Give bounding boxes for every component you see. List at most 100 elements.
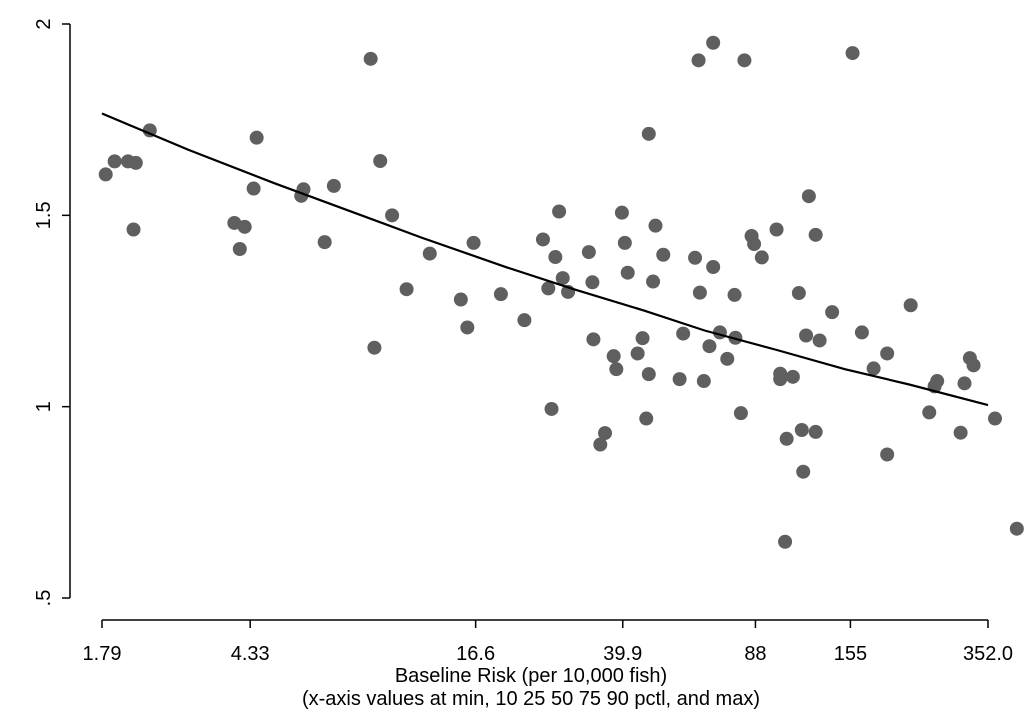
data-point (769, 222, 784, 237)
data-point (1009, 521, 1024, 536)
data-point (988, 411, 1003, 426)
data-point (754, 250, 769, 265)
axes: .5 1 1.5 2 1.79 4.33 16.6 39.9 88 155 352.0 (33, 18, 1013, 665)
data-point (773, 366, 788, 381)
data-point (720, 351, 735, 366)
data-point (845, 46, 860, 61)
data-point (692, 285, 707, 300)
data-point (609, 362, 624, 377)
x-tick-label: 155 (834, 643, 867, 665)
data-point (385, 208, 400, 223)
data-point (791, 286, 806, 301)
data-point (646, 274, 661, 289)
data-point (593, 437, 608, 452)
x-tick-label: 4.33 (231, 643, 270, 665)
fit-line (101, 112, 989, 407)
data-point (733, 406, 748, 421)
data-point (585, 275, 600, 290)
data-point (367, 340, 382, 355)
y-tick-label: 1.5 (33, 201, 55, 229)
data-point (466, 235, 481, 250)
x-axis-label-note: (x-axis values at min, 10 25 50 75 90 pc… (302, 688, 760, 710)
data-point (107, 154, 122, 169)
data-points (98, 35, 1024, 549)
data-point (555, 271, 570, 286)
x-axis-ticks: 1.79 4.33 16.6 39.9 88 155 352.0 (83, 620, 1013, 665)
data-point (801, 189, 816, 204)
x-tick-label: 352.0 (963, 643, 1013, 665)
x-tick-label: 1.79 (83, 643, 122, 665)
data-point (639, 411, 654, 426)
data-point (517, 313, 532, 328)
y-tick-label: 1 (33, 401, 55, 412)
data-point (794, 423, 809, 438)
data-point (326, 178, 341, 193)
data-point (706, 35, 721, 50)
x-tick-label: 39.9 (603, 643, 642, 665)
data-point (598, 426, 613, 441)
data-point (363, 51, 378, 66)
data-point (779, 431, 794, 446)
data-point (493, 287, 508, 302)
data-point (373, 153, 388, 168)
data-point (778, 534, 793, 549)
data-point (656, 247, 671, 262)
y-tick-label: .5 (33, 590, 55, 607)
data-point (630, 346, 645, 361)
data-point (812, 333, 827, 348)
data-point (966, 358, 981, 373)
data-point (453, 292, 468, 307)
plot-area (98, 35, 1024, 549)
x-axis-label: Baseline Risk (per 10,000 fish) (395, 665, 667, 687)
data-point (854, 325, 869, 340)
data-point (903, 298, 918, 313)
data-point (635, 331, 650, 346)
data-point (737, 53, 752, 68)
data-point (544, 401, 559, 416)
data-point (541, 281, 556, 296)
y-tick-label: 2 (33, 18, 55, 29)
data-point (586, 332, 601, 347)
data-point (922, 405, 937, 420)
data-point (825, 305, 840, 320)
data-point (688, 250, 703, 265)
data-point (641, 126, 656, 141)
data-point (249, 130, 264, 145)
data-point (98, 167, 113, 182)
data-point (617, 235, 632, 250)
data-point (696, 374, 711, 389)
data-point (128, 155, 143, 170)
data-point (953, 425, 968, 440)
data-point (641, 367, 656, 382)
data-point (672, 372, 687, 387)
data-point (552, 204, 567, 219)
data-point (422, 246, 437, 261)
data-point (399, 282, 414, 297)
data-point (930, 374, 945, 389)
data-point (676, 326, 691, 341)
data-point (702, 339, 717, 354)
x-tick-label: 88 (744, 643, 766, 665)
data-point (317, 235, 332, 250)
data-point (880, 346, 895, 361)
data-point (799, 328, 814, 343)
data-point (706, 259, 721, 274)
data-point (620, 265, 635, 280)
data-point (808, 424, 823, 439)
y-axis-ticks: .5 1 1.5 2 (33, 18, 70, 606)
data-point (866, 361, 881, 376)
data-point (808, 227, 823, 242)
data-point (648, 218, 663, 233)
data-point (232, 242, 247, 257)
data-point (460, 320, 475, 335)
x-tick-label: 16.6 (456, 643, 495, 665)
data-point (727, 287, 742, 302)
data-point (796, 464, 811, 479)
data-point (747, 237, 762, 252)
data-point (581, 245, 596, 260)
data-point (785, 369, 800, 384)
data-point (880, 447, 895, 462)
data-point (246, 181, 261, 196)
data-point (237, 219, 252, 234)
